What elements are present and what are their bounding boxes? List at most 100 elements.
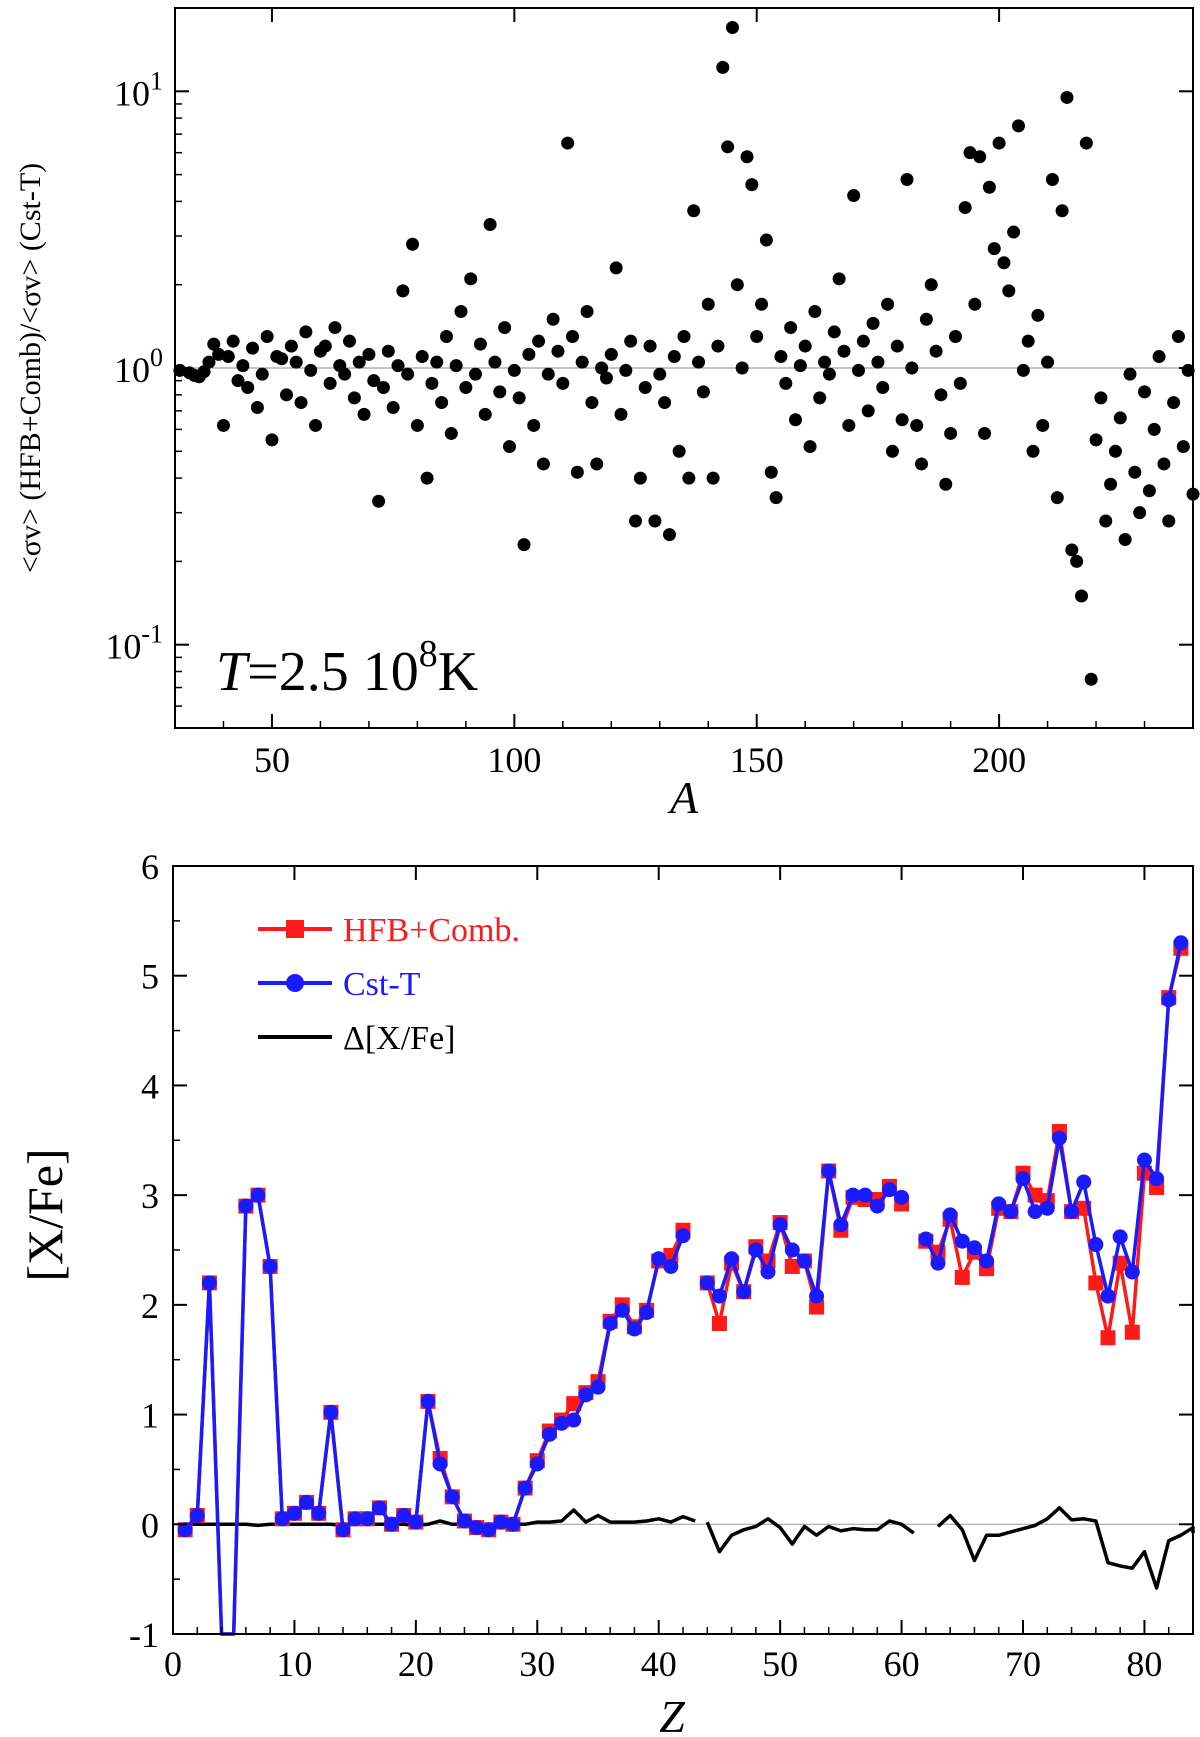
scatter-point bbox=[808, 305, 822, 319]
scatter-point bbox=[1016, 363, 1030, 377]
cst-marker bbox=[493, 1514, 509, 1530]
bottom-y-tick-label: 5 bbox=[141, 957, 159, 997]
cst-marker bbox=[481, 1522, 497, 1538]
scatter-point bbox=[309, 418, 323, 432]
scatter-point bbox=[992, 136, 1006, 150]
cst-marker bbox=[1064, 1204, 1080, 1220]
cst-marker bbox=[469, 1520, 485, 1536]
scatter-point bbox=[973, 150, 987, 164]
cst-marker bbox=[238, 1198, 254, 1214]
bottom-x-tick-label: 20 bbox=[398, 1644, 434, 1684]
scatter-point bbox=[595, 361, 609, 375]
scatter-point bbox=[212, 347, 226, 361]
cst-marker bbox=[517, 1480, 533, 1496]
scatter-point bbox=[788, 413, 802, 427]
bottom-y-axis-title: [X/Fe] bbox=[17, 1148, 73, 1281]
scatter-point bbox=[1152, 350, 1166, 364]
scatter-point bbox=[745, 178, 759, 192]
scatter-point bbox=[624, 334, 638, 348]
scatter-point bbox=[798, 339, 812, 353]
cst-marker bbox=[347, 1511, 363, 1527]
scatter-point bbox=[202, 355, 216, 369]
scatter-point bbox=[284, 339, 298, 353]
cst-marker bbox=[1051, 1130, 1067, 1146]
cst-marker bbox=[966, 1240, 982, 1256]
scatter-point bbox=[367, 374, 381, 388]
scatter-point bbox=[1045, 172, 1059, 186]
scatter-point bbox=[856, 334, 870, 348]
scatter-point bbox=[609, 261, 623, 275]
scatter-point bbox=[1065, 543, 1079, 557]
scatter-point bbox=[279, 388, 293, 402]
scatter-point bbox=[721, 140, 735, 154]
cst-marker bbox=[432, 1456, 448, 1472]
hfb-marker bbox=[1088, 1275, 1104, 1291]
bottom-x-tick-label: 60 bbox=[884, 1644, 920, 1684]
scatter-point bbox=[929, 344, 943, 358]
cst-marker bbox=[371, 1500, 387, 1516]
scatter-point bbox=[1167, 396, 1181, 410]
cst-marker bbox=[578, 1387, 594, 1403]
scatter-point bbox=[464, 272, 478, 286]
scatter-point bbox=[813, 391, 827, 405]
cst-marker bbox=[736, 1284, 752, 1300]
scatter-point bbox=[420, 471, 434, 485]
scatter-point bbox=[1021, 334, 1035, 348]
cst-marker bbox=[881, 1182, 897, 1198]
scatter-point bbox=[1147, 422, 1161, 436]
scatter-point bbox=[590, 457, 604, 471]
top-y-tick-label: 100 bbox=[114, 343, 163, 390]
scatter-point bbox=[318, 339, 332, 353]
scatter-point bbox=[876, 381, 890, 395]
legend-item-delta: Δ[X/Fe] bbox=[258, 1020, 456, 1057]
scatter-point bbox=[764, 465, 778, 479]
scatter-point bbox=[638, 381, 652, 395]
scatter-point bbox=[435, 396, 449, 410]
scatter-point bbox=[1079, 136, 1093, 150]
cst-marker bbox=[602, 1316, 618, 1332]
series-line bbox=[183, 1193, 685, 1636]
scatter-point bbox=[716, 60, 730, 74]
cst-marker bbox=[359, 1511, 375, 1527]
cst-marker bbox=[396, 1508, 412, 1524]
scatter-point bbox=[910, 418, 924, 432]
scatter-point bbox=[1157, 457, 1171, 471]
top-x-tick-label: 150 bbox=[730, 740, 784, 780]
scatter-point bbox=[410, 418, 424, 432]
scatter-point bbox=[275, 352, 289, 366]
scatter-point bbox=[1104, 477, 1118, 491]
cst-marker bbox=[299, 1494, 315, 1510]
scatter-point bbox=[924, 278, 938, 292]
cst-marker bbox=[262, 1258, 278, 1274]
bottom-x-tick-label: 0 bbox=[164, 1644, 182, 1684]
cst-marker bbox=[201, 1275, 217, 1291]
cst-marker bbox=[809, 1288, 825, 1304]
cst-marker bbox=[541, 1426, 557, 1442]
cst-marker bbox=[979, 1253, 995, 1269]
scatter-point bbox=[779, 376, 793, 390]
scatter-point bbox=[415, 350, 429, 364]
scatter-point bbox=[488, 355, 502, 369]
scatter-point bbox=[769, 491, 783, 505]
cst-marker bbox=[323, 1404, 339, 1420]
scatter-point bbox=[982, 180, 996, 194]
scatter-point bbox=[1041, 355, 1055, 369]
scatter-point bbox=[1036, 418, 1050, 432]
scatter-point bbox=[546, 312, 560, 326]
scatter-point bbox=[643, 339, 657, 353]
legend-item-hfb: HFB+Comb. bbox=[258, 912, 520, 949]
top-x-axis-title: A bbox=[667, 772, 699, 823]
scatter-point bbox=[255, 367, 269, 381]
series-line bbox=[183, 1193, 685, 1636]
scatter-point bbox=[997, 256, 1011, 270]
scatter-point bbox=[265, 433, 279, 447]
scatter-point bbox=[551, 344, 565, 358]
scatter-point bbox=[323, 376, 337, 390]
scatter-point bbox=[585, 396, 599, 410]
top-x-tick-label: 100 bbox=[487, 740, 541, 780]
scatter-point bbox=[919, 312, 933, 326]
scatter-point bbox=[701, 297, 715, 311]
cst-marker bbox=[772, 1217, 788, 1233]
scatter-point bbox=[502, 440, 516, 454]
